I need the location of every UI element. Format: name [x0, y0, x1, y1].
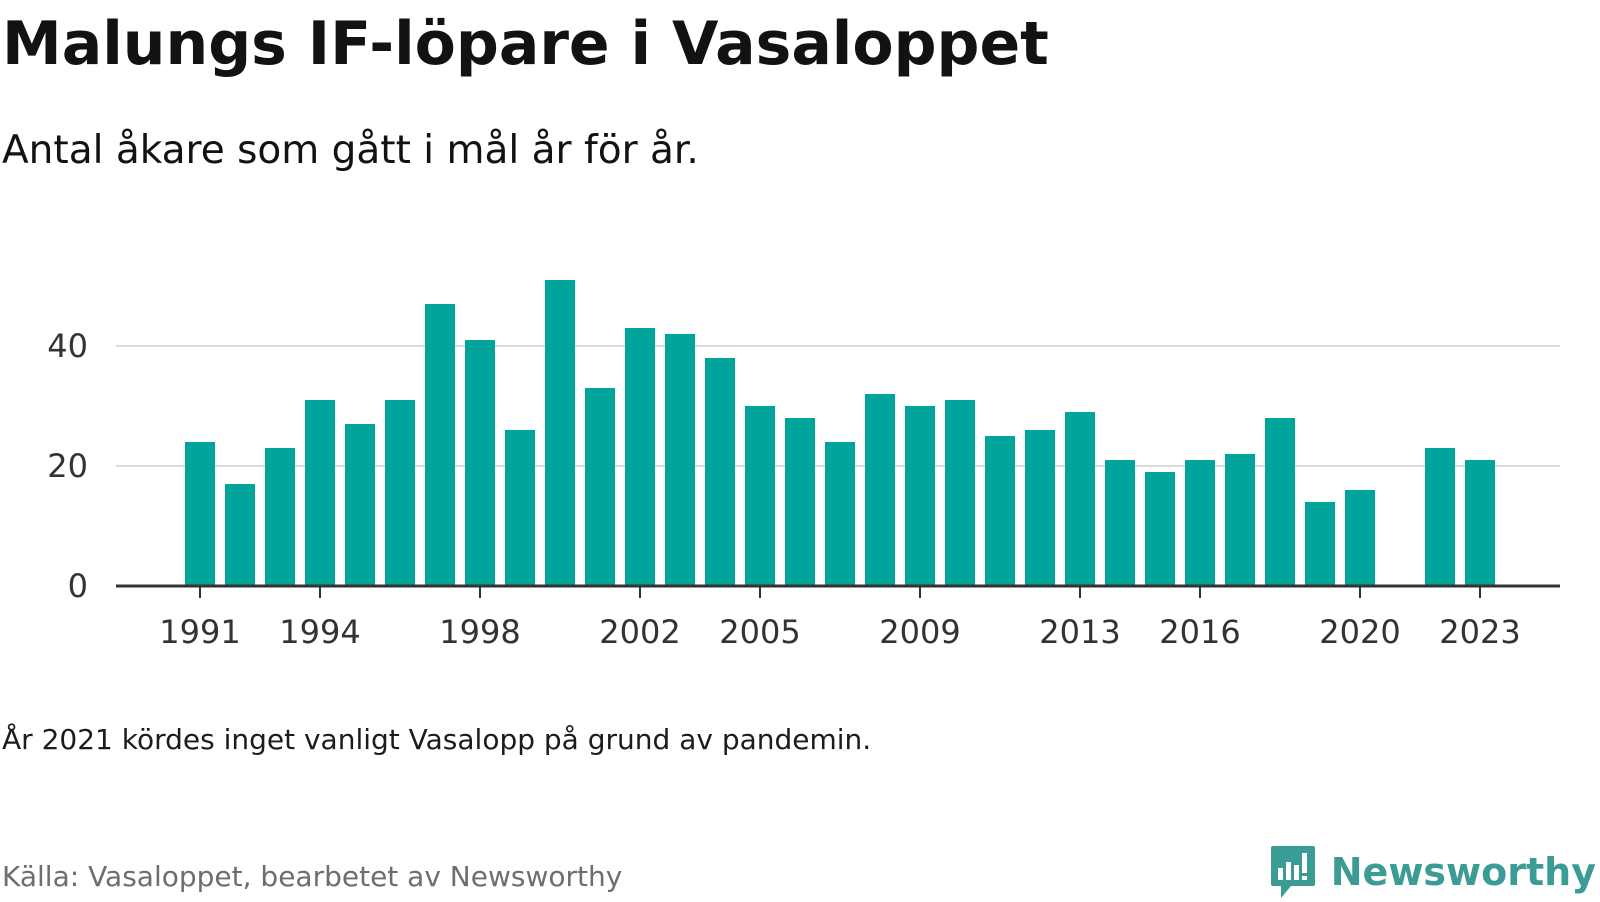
- bar-1997: [425, 304, 455, 586]
- bar-2022: [1425, 448, 1455, 586]
- brand-logo: Newsworthy: [1269, 842, 1596, 902]
- y-tick-label-20: 20: [47, 447, 88, 485]
- x-tick-label-1998: 1998: [439, 613, 520, 651]
- x-tick-label-2020: 2020: [1319, 613, 1400, 651]
- chart-note: År 2021 kördes inget vanligt Vasalopp på…: [2, 723, 872, 756]
- x-tick-label-2002: 2002: [599, 613, 680, 651]
- bar-2003: [665, 334, 695, 586]
- bar-2012: [1025, 430, 1055, 586]
- x-tick-label-2023: 2023: [1439, 613, 1520, 651]
- bar-1994: [305, 400, 335, 586]
- bar-2020: [1345, 490, 1375, 586]
- x-tick-label-2005: 2005: [719, 613, 800, 651]
- bar-2002: [625, 328, 655, 586]
- bar-2019: [1305, 502, 1335, 586]
- bar-1992: [225, 484, 255, 586]
- bar-1996: [385, 400, 415, 586]
- y-tick-label-0: 0: [68, 567, 88, 605]
- chart-subtitle: Antal åkare som gått i mål år för år.: [2, 128, 699, 173]
- bar-2013: [1065, 412, 1095, 586]
- bar-2004: [705, 358, 735, 586]
- bar-1999: [505, 430, 535, 586]
- x-tick-label-2013: 2013: [1039, 613, 1120, 651]
- bar-2016: [1185, 460, 1215, 586]
- bar-2008: [865, 394, 895, 586]
- x-tick-label-1994: 1994: [279, 613, 360, 651]
- brand-name: Newsworthy: [1330, 850, 1596, 894]
- bar-1991: [185, 442, 215, 586]
- bar-2023: [1465, 460, 1495, 586]
- y-tick-label-40: 40: [47, 327, 88, 365]
- x-tick-label-1991: 1991: [159, 613, 240, 651]
- bar-2005: [745, 406, 775, 586]
- bar-2014: [1105, 460, 1135, 586]
- chart-title: Malungs IF-löpare i Vasaloppet: [2, 9, 1049, 79]
- bar-2015: [1145, 472, 1175, 586]
- bar-2000: [545, 280, 575, 586]
- bar-2011: [985, 436, 1015, 586]
- bar-chart: 0 20 40 1991 1994 1998 2002 2005 2009 2013 2016 202…: [47, 280, 1560, 651]
- bar-2007: [825, 442, 855, 586]
- bar-1998: [465, 340, 495, 586]
- bar-1995: [345, 424, 375, 586]
- x-tick-label-2016: 2016: [1159, 613, 1240, 651]
- x-tick-label-2009: 2009: [879, 613, 960, 651]
- bar-2017: [1225, 454, 1255, 586]
- bar-2009: [905, 406, 935, 586]
- bar-2010: [945, 400, 975, 586]
- bar-2006: [785, 418, 815, 586]
- source-credit: Källa: Vasaloppet, bearbetet av Newswort…: [2, 860, 623, 893]
- bar-2018: [1265, 418, 1295, 586]
- bar-chart-speech-bubble-icon: [1270, 846, 1315, 898]
- bar-1993: [265, 448, 295, 586]
- bar-2001: [585, 388, 615, 586]
